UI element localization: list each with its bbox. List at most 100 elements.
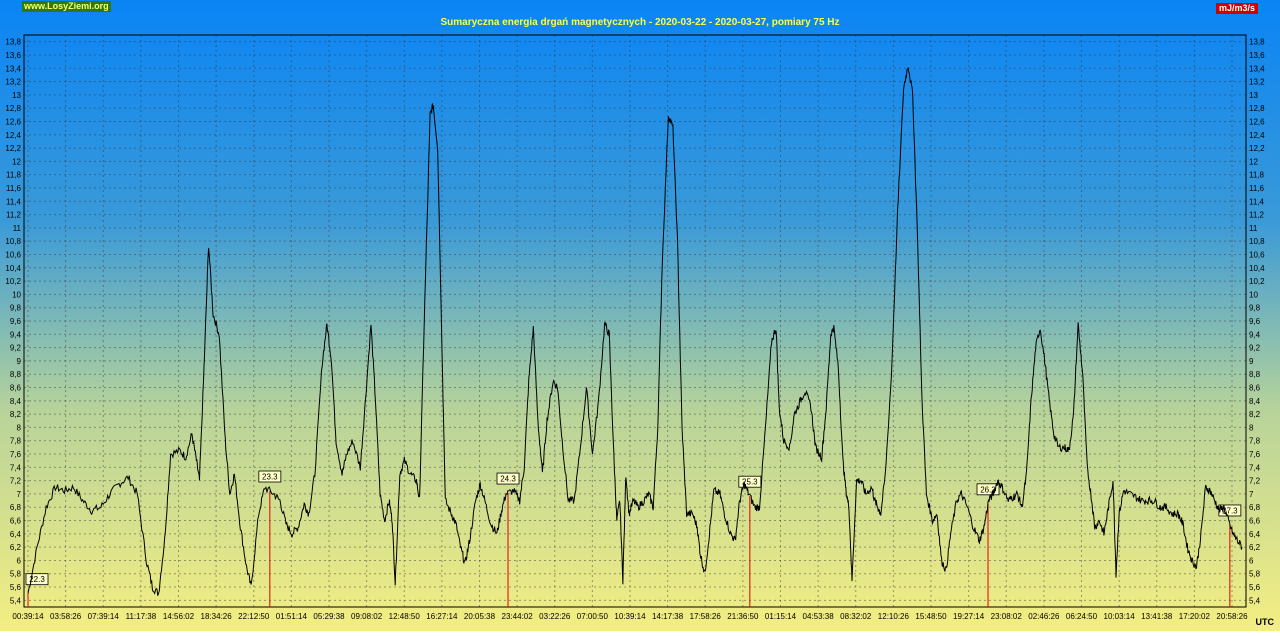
chart-title: Sumaryczna energia drgań magnetycznych -…: [440, 17, 840, 28]
y-tick-label-right: 7,2: [1249, 477, 1261, 486]
series-line: [27, 67, 1243, 596]
day-marker-box: [258, 470, 282, 483]
unit-badge: mJ/m3/s: [1215, 3, 1258, 14]
x-tick-label: 17:20:02: [1179, 612, 1211, 621]
x-tick-label: 15:48:50: [915, 612, 947, 621]
y-tick-label-right: 12,8: [1249, 104, 1265, 113]
day-marker-box: [976, 483, 1000, 496]
y-tick-label-right: 8,8: [1249, 370, 1261, 379]
y-tick-label-right: 9,2: [1249, 344, 1261, 353]
day-marker-label: 27.3: [1222, 506, 1238, 515]
y-tick-label-right: 10: [1249, 290, 1258, 299]
x-tick-label: 06:24:50: [1066, 612, 1098, 621]
x-tick-label: 23:08:02: [991, 612, 1023, 621]
y-tick-label-right: 12,6: [1249, 117, 1265, 126]
y-tick-label-left: 8,2: [10, 410, 22, 419]
y-tick-label-left: 11,4: [6, 197, 22, 206]
y-tick-label-right: 13,2: [1249, 78, 1265, 87]
utc-label: UTC: [1255, 617, 1275, 627]
day-marker-label: 22.3: [29, 575, 45, 584]
x-tick-label: 14:17:38: [652, 612, 684, 621]
y-tick-label-right: 5,8: [1249, 570, 1261, 579]
day-marker-label: 26.3: [980, 485, 996, 494]
y-tick-label-left: 5,8: [10, 570, 22, 579]
y-tick-label-left: 7,6: [10, 450, 22, 459]
x-tick-label: 05:29:38: [313, 612, 345, 621]
y-tick-label-right: 11,6: [1249, 184, 1265, 193]
y-tick-label-right: 10,6: [1249, 250, 1265, 259]
x-tick-label: 13:41:38: [1141, 612, 1173, 621]
y-tick-label-right: 6,8: [1249, 503, 1261, 512]
y-tick-label-right: 7: [1249, 490, 1254, 499]
y-tick-label-right: 11: [1249, 224, 1258, 233]
x-tick-label: 20:58:26: [1216, 612, 1248, 621]
y-tick-label-right: 11,4: [1249, 197, 1265, 206]
y-tick-label-right: 6,6: [1249, 517, 1261, 526]
x-tick-label: 10:39:14: [614, 612, 646, 621]
day-marker-label: 23.3: [262, 473, 278, 482]
y-tick-label-left: 5,6: [10, 583, 22, 592]
y-tick-label-right: 10,2: [1249, 277, 1265, 286]
y-tick-label-left: 11,8: [6, 171, 22, 180]
y-tick-label-left: 7,2: [10, 477, 22, 486]
x-tick-label: 08:32:02: [840, 612, 872, 621]
x-tick-label: 14:56:02: [163, 612, 195, 621]
y-tick-label-right: 12,4: [1249, 131, 1265, 140]
y-tick-label-left: 9: [17, 357, 22, 366]
y-tick-label-right: 8: [1249, 423, 1254, 432]
y-tick-label-left: 13: [12, 91, 21, 100]
y-tick-label-right: 7,8: [1249, 437, 1261, 446]
y-tick-label-left: 9,8: [10, 304, 22, 313]
plot-frame: [23, 34, 1247, 608]
x-tick-label: 20:05:38: [464, 612, 496, 621]
y-tick-label-left: 5,4: [10, 596, 22, 605]
y-tick-label-left: 6,4: [10, 530, 22, 539]
y-tick-label-left: 7,8: [10, 437, 22, 446]
day-marker-box: [496, 472, 520, 485]
y-tick-label-right: 12,2: [1249, 144, 1265, 153]
y-tick-label-left: 8,8: [10, 370, 22, 379]
x-tick-label: 19:27:14: [953, 612, 985, 621]
y-tick-label-left: 8,6: [10, 384, 22, 393]
y-tick-label-right: 11,8: [1249, 171, 1265, 180]
y-tick-label-right: 13: [1249, 91, 1258, 100]
x-tick-label: 01:51:14: [276, 612, 308, 621]
x-tick-label: 07:00:50: [577, 612, 609, 621]
y-tick-label-right: 10,8: [1249, 237, 1265, 246]
y-tick-label-left: 11,6: [6, 184, 22, 193]
x-tick-label: 09:08:02: [351, 612, 383, 621]
y-tick-label-right: 9,8: [1249, 304, 1261, 313]
y-tick-label-left: 10,2: [5, 277, 21, 286]
x-tick-label: 12:10:26: [878, 612, 910, 621]
y-tick-label-right: 6,4: [1249, 530, 1261, 539]
y-tick-label-right: 10,4: [1249, 264, 1265, 273]
day-marker-box: [25, 573, 49, 586]
day-marker-box: [738, 475, 762, 488]
y-tick-label-left: 12,4: [5, 131, 21, 140]
y-tick-label-left: 12,6: [5, 117, 21, 126]
y-tick-label-left: 9,4: [10, 330, 22, 339]
x-tick-label: 03:22:26: [539, 612, 571, 621]
y-tick-label-left: 12,2: [5, 144, 21, 153]
y-tick-label-left: 6,8: [10, 503, 22, 512]
y-tick-label-right: 13,4: [1249, 64, 1265, 73]
x-tick-label: 02:46:26: [1028, 612, 1060, 621]
y-tick-label-left: 12,8: [5, 104, 21, 113]
x-axis-labels: 00:39:14 03:58:26 07:39:14 11:17:38 14:56:02…: [12, 612, 1248, 621]
y-tick-label-left: 7,4: [10, 463, 22, 472]
site-logo[interactable]: www.LosyZiemi.org: [22, 1, 111, 12]
y-tick-label-left: 13,6: [5, 51, 21, 60]
y-axis-labels: 5,4 5,4 5,6 5,6 5,8 5,8 6 6 6,2 6,2 6,4 6,4 6,6 6,6 6,…: [5, 38, 1265, 606]
y-tick-label-right: 11,2: [1249, 211, 1265, 220]
y-tick-label-left: 7: [17, 490, 22, 499]
day-marker-label: 25.3: [742, 478, 758, 487]
y-tick-label-left: 10: [12, 290, 21, 299]
y-tick-label-left: 9,6: [10, 317, 22, 326]
x-tick-label: 11:17:38: [126, 612, 157, 621]
y-tick-label-left: 12: [12, 157, 21, 166]
x-tick-label: 17:58:26: [690, 612, 722, 621]
x-tick-label: 10:03:14: [1104, 612, 1136, 621]
y-tick-label-right: 6: [1249, 556, 1254, 565]
